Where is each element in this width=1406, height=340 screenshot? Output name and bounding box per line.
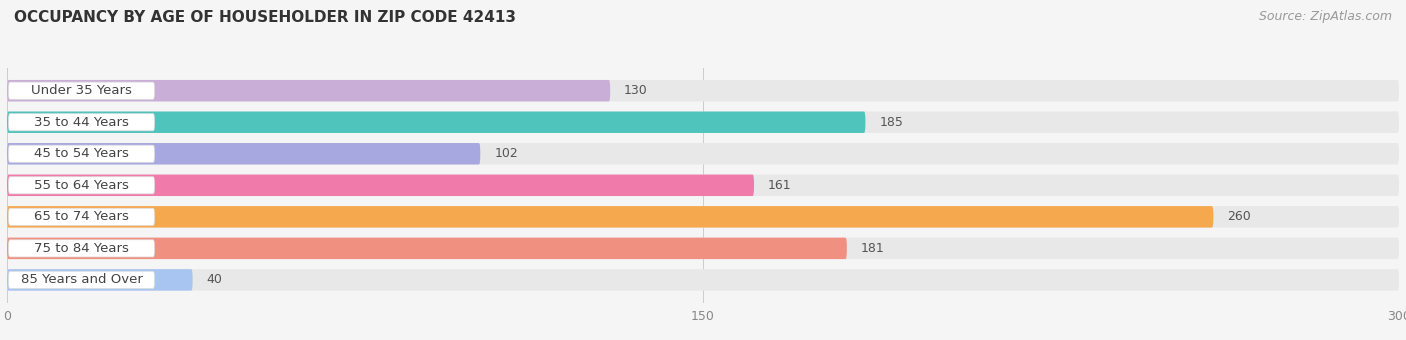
FancyBboxPatch shape	[7, 143, 1399, 165]
FancyBboxPatch shape	[8, 82, 155, 99]
FancyBboxPatch shape	[7, 80, 1399, 101]
Text: 35 to 44 Years: 35 to 44 Years	[34, 116, 129, 129]
FancyBboxPatch shape	[7, 206, 1213, 227]
FancyBboxPatch shape	[8, 114, 155, 131]
Text: 45 to 54 Years: 45 to 54 Years	[34, 147, 129, 160]
Text: 75 to 84 Years: 75 to 84 Years	[34, 242, 129, 255]
FancyBboxPatch shape	[7, 269, 1399, 291]
Text: 85 Years and Over: 85 Years and Over	[21, 273, 142, 286]
FancyBboxPatch shape	[7, 206, 1399, 227]
FancyBboxPatch shape	[7, 112, 866, 133]
FancyBboxPatch shape	[8, 240, 155, 257]
FancyBboxPatch shape	[8, 271, 155, 288]
FancyBboxPatch shape	[7, 238, 846, 259]
Text: 185: 185	[879, 116, 903, 129]
FancyBboxPatch shape	[7, 143, 481, 165]
Text: 130: 130	[624, 84, 648, 97]
FancyBboxPatch shape	[8, 145, 155, 162]
Text: Source: ZipAtlas.com: Source: ZipAtlas.com	[1258, 10, 1392, 23]
Text: Under 35 Years: Under 35 Years	[31, 84, 132, 97]
Text: 181: 181	[860, 242, 884, 255]
FancyBboxPatch shape	[7, 112, 1399, 133]
Text: 102: 102	[495, 147, 517, 160]
Text: 161: 161	[768, 179, 792, 192]
Text: 40: 40	[207, 273, 222, 286]
FancyBboxPatch shape	[7, 269, 193, 291]
FancyBboxPatch shape	[7, 174, 754, 196]
FancyBboxPatch shape	[8, 177, 155, 194]
Text: OCCUPANCY BY AGE OF HOUSEHOLDER IN ZIP CODE 42413: OCCUPANCY BY AGE OF HOUSEHOLDER IN ZIP C…	[14, 10, 516, 25]
FancyBboxPatch shape	[8, 208, 155, 225]
FancyBboxPatch shape	[7, 80, 610, 101]
FancyBboxPatch shape	[7, 238, 1399, 259]
Text: 260: 260	[1227, 210, 1251, 223]
FancyBboxPatch shape	[7, 174, 1399, 196]
Text: 65 to 74 Years: 65 to 74 Years	[34, 210, 129, 223]
Text: 55 to 64 Years: 55 to 64 Years	[34, 179, 129, 192]
